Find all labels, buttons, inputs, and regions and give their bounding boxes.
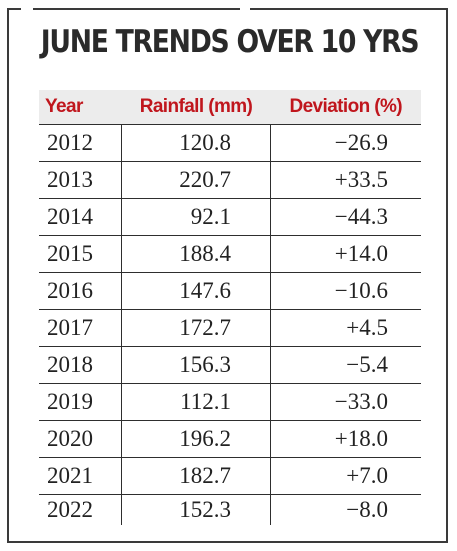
header-row: Year Rainfall (mm) Deviation (%) xyxy=(39,90,421,125)
deviation-value: −33.0 xyxy=(334,389,388,414)
table-row: 2020 196.2 +18.0 xyxy=(39,420,421,458)
rainfall-cell: 156.3 xyxy=(121,346,271,384)
table-row: 2014 92.1 −44.3 xyxy=(39,198,421,236)
deviation-cell: −8.0 xyxy=(270,494,421,525)
rainfall-cell: 147.6 xyxy=(121,272,271,310)
rainfall-value: 182.7 xyxy=(179,463,231,488)
year-cell: 2018 xyxy=(39,346,122,384)
deviation-cell: −10.6 xyxy=(270,272,421,310)
header-deviation: Deviation (%) xyxy=(270,90,421,125)
deviation-value: +4.5 xyxy=(346,315,388,340)
rainfall-value: 147.6 xyxy=(179,278,231,303)
deviation-cell: −5.4 xyxy=(270,346,421,384)
deviation-value: −5.4 xyxy=(346,352,388,377)
deviation-value: +18.0 xyxy=(334,426,388,451)
table-row: 2012 120.8 −26.9 xyxy=(39,124,421,162)
deviation-cell: −44.3 xyxy=(270,198,421,236)
rainfall-value: 156.3 xyxy=(179,352,231,377)
rainfall-cell: 196.2 xyxy=(121,420,271,458)
rainfall-value: 196.2 xyxy=(179,426,231,451)
deviation-value: −44.3 xyxy=(334,204,388,229)
deviation-cell: +4.5 xyxy=(270,309,421,347)
rainfall-value: 112.1 xyxy=(180,389,231,414)
year-cell: 2014 xyxy=(39,198,122,236)
header-rainfall: Rainfall (mm) xyxy=(121,90,271,125)
table-row: 2015 188.4 +14.0 xyxy=(39,235,421,273)
deviation-value: +14.0 xyxy=(334,241,388,266)
table-row: 2021 182.7 +7.0 xyxy=(39,457,421,495)
table-row: 2018 156.3 −5.4 xyxy=(39,346,421,384)
deviation-value: −8.0 xyxy=(346,497,388,522)
deviation-value: −10.6 xyxy=(334,278,388,303)
deviation-value: +7.0 xyxy=(346,463,388,488)
rainfall-cell: 188.4 xyxy=(121,235,271,273)
rainfall-value: 152.3 xyxy=(179,497,231,522)
rainfall-cell: 172.7 xyxy=(121,309,271,347)
deviation-cell: +33.5 xyxy=(270,161,421,199)
rainfall-cell: 120.8 xyxy=(121,124,271,162)
table-row: 2022 152.3 −8.0 xyxy=(39,494,421,525)
year-cell: 2015 xyxy=(39,235,122,273)
rainfall-value: 120.8 xyxy=(179,130,231,155)
table-row: 2017 172.7 +4.5 xyxy=(39,309,421,347)
deviation-cell: −26.9 xyxy=(270,124,421,162)
year-cell: 2012 xyxy=(39,124,122,162)
table-row: 2019 112.1 −33.0 xyxy=(39,383,421,421)
table-row: 2016 147.6 −10.6 xyxy=(39,272,421,310)
rainfall-cell: 112.1 xyxy=(121,383,271,421)
header-year: Year xyxy=(39,90,122,125)
table-body: 2012 120.8 −26.9 2013 220.7 +33.5 2014 92.1 −44.… xyxy=(39,124,421,525)
deviation-value: +33.5 xyxy=(334,167,388,192)
deviation-cell: +18.0 xyxy=(270,420,421,458)
rainfall-cell: 220.7 xyxy=(121,161,271,199)
table-frame: JUNE TRENDS OVER 10 YRS Year Rainfall (m… xyxy=(7,6,448,543)
table-row: 2013 220.7 +33.5 xyxy=(39,161,421,199)
chart-title: JUNE TRENDS OVER 10 YRS xyxy=(40,24,420,60)
year-cell: 2016 xyxy=(39,272,122,310)
deviation-cell: −33.0 xyxy=(270,383,421,421)
deviation-cell: +7.0 xyxy=(270,457,421,495)
rainfall-value: 92.1 xyxy=(190,204,231,229)
frame-gap-left xyxy=(21,6,33,12)
rainfall-value: 172.7 xyxy=(179,315,231,340)
year-cell: 2020 xyxy=(39,420,122,458)
year-cell: 2017 xyxy=(39,309,122,347)
rainfall-value: 220.7 xyxy=(179,167,231,192)
year-cell: 2021 xyxy=(39,457,122,495)
rainfall-value: 188.4 xyxy=(179,241,231,266)
rainfall-cell: 182.7 xyxy=(121,457,271,495)
rainfall-cell: 152.3 xyxy=(121,494,271,525)
rainfall-cell: 92.1 xyxy=(121,198,271,236)
rainfall-table: Year Rainfall (mm) Deviation (%) 2012 120… xyxy=(39,90,421,525)
year-cell: 2022 xyxy=(39,494,122,525)
deviation-cell: +14.0 xyxy=(270,235,421,273)
year-cell: 2013 xyxy=(39,161,122,199)
year-cell: 2019 xyxy=(39,383,122,421)
deviation-value: −26.9 xyxy=(334,130,388,155)
frame-gap-right xyxy=(240,6,250,12)
